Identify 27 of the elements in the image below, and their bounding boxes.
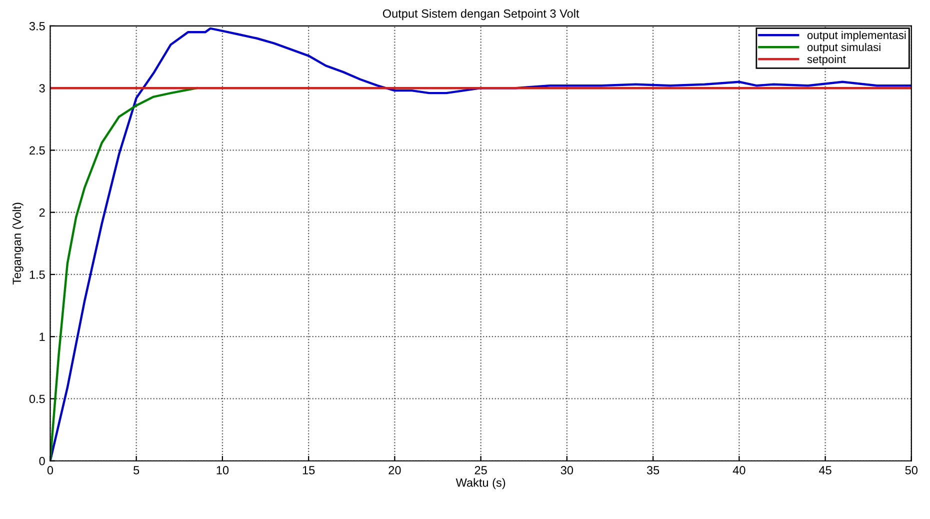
y-tick-label: 2 (39, 208, 45, 217)
x-tick-label: 15 (302, 466, 315, 474)
y-tick-label: 1 (40, 332, 45, 341)
legend-label: setpoint (807, 55, 846, 66)
chart-title: Output Sistem dengan Setpoint 3 Volt (382, 9, 580, 20)
y-tick-label: 2.5 (30, 146, 45, 155)
x-tick-label: 10 (216, 466, 229, 474)
legend-label: output simulasi (807, 42, 880, 54)
y-axis-title: Tegangan (Volt) (12, 202, 24, 284)
x-tick-label: 20 (388, 466, 401, 474)
y-tick-label: 3.5 (29, 22, 45, 30)
x-axis-title: Waktu (s) (456, 478, 506, 490)
legend-label: output implementasi (807, 30, 906, 42)
x-tick-label: 45 (818, 466, 832, 474)
y-tick-label: 3 (39, 84, 45, 92)
x-tick-label: 0 (47, 466, 54, 474)
line-series (50, 86, 198, 461)
x-tick-label: 25 (474, 466, 487, 474)
x-tick-label: 35 (646, 466, 660, 474)
x-tick-label: 40 (732, 466, 746, 474)
line-series (50, 27, 912, 461)
y-tick-label: 0.5 (29, 394, 45, 404)
y-tick-label: 1.5 (30, 270, 45, 279)
x-tick-label: 30 (560, 466, 574, 474)
x-tick-label: 50 (905, 466, 918, 474)
y-tick-label: 0 (39, 456, 45, 466)
x-tick-label: 5 (134, 466, 140, 474)
